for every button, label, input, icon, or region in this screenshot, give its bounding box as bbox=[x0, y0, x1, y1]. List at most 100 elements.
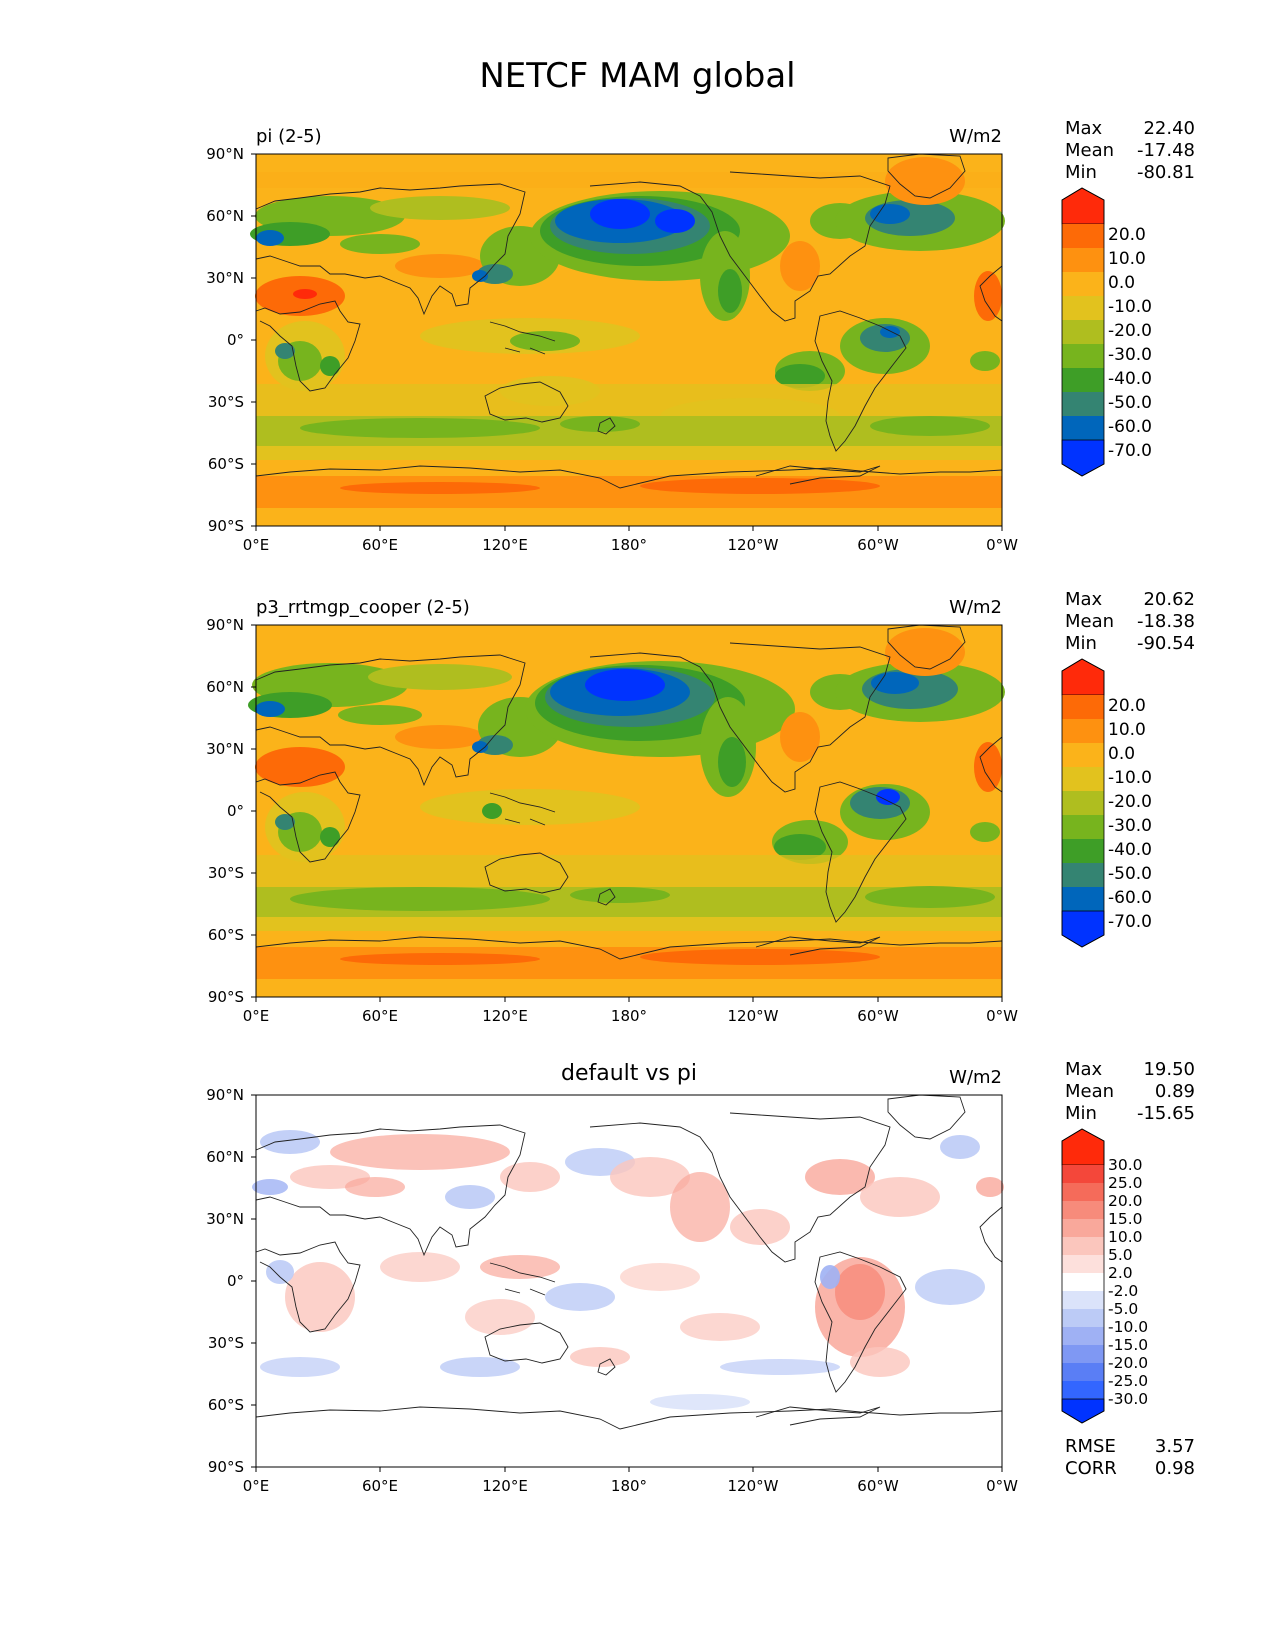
colorbar-segment bbox=[1062, 1201, 1104, 1219]
max-label: Max bbox=[1065, 589, 1103, 610]
min-value: -80.81 bbox=[1136, 162, 1195, 183]
lon-tick-label: 120°W bbox=[727, 1477, 779, 1495]
lat-tick-label: 30°N bbox=[206, 1210, 244, 1228]
colorbar-label: 2.0 bbox=[1108, 1264, 1133, 1282]
colorbar-bottom-arrow bbox=[1061, 439, 1105, 477]
colorbar-label: 20.0 bbox=[1108, 1192, 1143, 1210]
coastlines bbox=[255, 153, 1003, 489]
colorbar-top-arrow bbox=[1061, 1128, 1105, 1166]
metrics-box: RMSE 3.57 CORR 0.98 bbox=[1065, 1436, 1195, 1480]
colorbar-label: -2.0 bbox=[1108, 1282, 1139, 1300]
map-panel-svg bbox=[248, 624, 1105, 1002]
lon-tick-label: 120°E bbox=[482, 1477, 528, 1495]
lon-tick-label: 180° bbox=[610, 1477, 648, 1495]
lat-tick-label: 30°S bbox=[207, 1334, 244, 1352]
map-axes bbox=[251, 153, 1003, 531]
colorbar-label: -20.0 bbox=[1108, 792, 1152, 812]
lon-tick-label: 60°W bbox=[857, 1007, 899, 1025]
field-map bbox=[248, 625, 1005, 997]
lat-tick-label: 0° bbox=[226, 802, 244, 820]
lon-tick-label: 0°W bbox=[986, 536, 1018, 554]
colorbar-label: -30.0 bbox=[1108, 1390, 1149, 1408]
lon-tick-label: 60°E bbox=[361, 1007, 399, 1025]
colorbar-outline bbox=[1061, 1128, 1105, 1424]
coastlines bbox=[255, 624, 1003, 960]
mean-value: 0.89 bbox=[1154, 1081, 1195, 1102]
lon-tick-label: 120°W bbox=[727, 536, 779, 554]
lat-tick-label: 90°S bbox=[207, 517, 244, 535]
colorbar-label: -30.0 bbox=[1108, 345, 1152, 365]
colorbar-segment bbox=[1062, 1183, 1104, 1201]
lat-tick-label: 90°N bbox=[206, 616, 244, 634]
stats-box: Max 19.50 Mean 0.89 Min -15.65 bbox=[1065, 1059, 1195, 1125]
colorbar-label: -60.0 bbox=[1108, 417, 1152, 437]
figure-title: NETCF MAM global bbox=[479, 56, 796, 96]
colorbar-label: 20.0 bbox=[1108, 225, 1146, 245]
colorbar-label: -40.0 bbox=[1108, 840, 1152, 860]
lat-tick-label: 0° bbox=[226, 331, 244, 349]
lat-tick-label: 30°N bbox=[206, 269, 244, 287]
colorbar-segment bbox=[1062, 368, 1104, 392]
coastlines bbox=[255, 1094, 1003, 1430]
colorbar-label: -10.0 bbox=[1108, 1318, 1149, 1336]
max-value: 22.40 bbox=[1143, 118, 1195, 139]
lon-tick-label: 0°E bbox=[242, 1477, 270, 1495]
colorbar-segment bbox=[1062, 1165, 1104, 1183]
colorbar-segment bbox=[1062, 1309, 1104, 1327]
lon-tick-label: 60°W bbox=[857, 536, 899, 554]
lon-tick-label: 0°W bbox=[986, 1477, 1018, 1495]
colorbar-segment bbox=[1062, 248, 1104, 272]
panel-title: default vs pi bbox=[561, 1061, 697, 1086]
lon-tick-label: 0°E bbox=[242, 536, 270, 554]
field-map bbox=[250, 154, 1005, 526]
colorbar-segment bbox=[1062, 1345, 1104, 1363]
colorbar-label: -70.0 bbox=[1108, 441, 1152, 461]
colorbar-segment bbox=[1062, 1381, 1104, 1399]
colorbar-segment bbox=[1062, 1219, 1104, 1237]
colorbar-bottom-arrow bbox=[1061, 910, 1105, 948]
colorbar-label: -5.0 bbox=[1108, 1300, 1139, 1318]
colorbar-label: -20.0 bbox=[1108, 1354, 1149, 1372]
min-value: -15.65 bbox=[1136, 1103, 1195, 1124]
colorbar-segment bbox=[1062, 272, 1104, 296]
max-value: 19.50 bbox=[1143, 1059, 1195, 1080]
lon-tick-label: 60°W bbox=[857, 1477, 899, 1495]
max-label: Max bbox=[1065, 1059, 1103, 1080]
colorbar-segment bbox=[1062, 815, 1104, 839]
colorbar-segment bbox=[1062, 1237, 1104, 1255]
panel-units: W/m2 bbox=[949, 1067, 1002, 1088]
colorbar-segment bbox=[1062, 1327, 1104, 1345]
min-label: Min bbox=[1065, 1103, 1097, 1124]
colorbar-segment bbox=[1062, 719, 1104, 743]
colorbar-segment bbox=[1062, 887, 1104, 911]
panel-title: pi (2-5) bbox=[256, 126, 322, 147]
map-axes bbox=[251, 1094, 1003, 1472]
lon-tick-label: 60°E bbox=[361, 536, 399, 554]
rmse-label: RMSE bbox=[1065, 1436, 1116, 1457]
colorbar-label: 15.0 bbox=[1108, 1210, 1143, 1228]
panel-title: p3_rrtmgp_cooper (2-5) bbox=[256, 597, 470, 618]
colorbar-segment bbox=[1062, 392, 1104, 416]
colorbar-label: -15.0 bbox=[1108, 1336, 1149, 1354]
colorbar-label: -30.0 bbox=[1108, 816, 1152, 836]
colorbar bbox=[1061, 658, 1105, 948]
lat-tick-label: 30°S bbox=[207, 393, 244, 411]
lon-tick-label: 180° bbox=[610, 1007, 648, 1025]
colorbar-label: -25.0 bbox=[1108, 1372, 1149, 1390]
stats-box: Max 22.40 Mean -17.48 Min -80.81 bbox=[1065, 118, 1195, 184]
panel-default-vs-pi: default vs pi W/m2 Max 19.50 Mean 0.89 Min… bbox=[0, 1059, 1275, 1517]
colorbar-label: -50.0 bbox=[1108, 393, 1152, 413]
colorbar-label: 10.0 bbox=[1108, 1228, 1143, 1246]
colorbar-label: -20.0 bbox=[1108, 321, 1152, 341]
min-value: -90.54 bbox=[1136, 633, 1195, 654]
colorbar-label: 20.0 bbox=[1108, 696, 1146, 716]
colorbar-label: -40.0 bbox=[1108, 369, 1152, 389]
max-value: 20.62 bbox=[1143, 589, 1195, 610]
colorbar-label: 5.0 bbox=[1108, 1246, 1133, 1264]
rmse-value: 3.57 bbox=[1154, 1436, 1195, 1457]
lat-tick-label: 0° bbox=[226, 1272, 244, 1290]
panel-pi: pi (2-5) W/m2 Max 22.40 Mean -17.48 Min -80… bbox=[0, 118, 1275, 576]
colorbar-segment bbox=[1062, 863, 1104, 887]
stats-box: Max 20.62 Mean -18.38 Min -90.54 bbox=[1065, 589, 1195, 655]
lon-tick-label: 180° bbox=[610, 536, 648, 554]
